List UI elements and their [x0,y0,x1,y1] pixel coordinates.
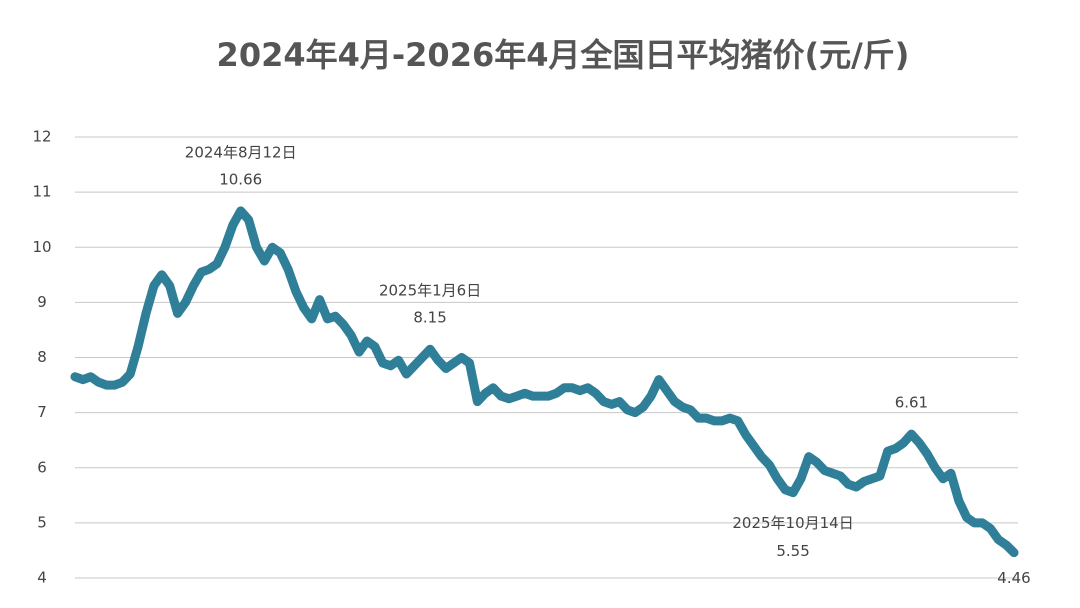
y-tick-label: 8 [37,348,47,366]
annotation-label: 2025年1月6日 [379,282,481,300]
y-tick-label: 11 [32,183,51,201]
annotation-value: 6.61 [895,394,928,412]
annotation-label: 2025年10月14日 [732,514,853,532]
y-tick-label: 12 [32,128,51,146]
annotation-value: 4.46 [997,569,1030,587]
y-tick-label: 5 [37,513,47,531]
y-tick-label: 7 [37,403,47,421]
y-tick-label: 6 [37,458,47,476]
y-tick-label: 9 [37,293,47,311]
annotation-value: 5.55 [776,542,809,560]
y-tick-label: 4 [37,569,47,587]
chart-title: 2024年4月-2026年4月全国日平均猪价(元/斤) [217,36,910,74]
price-line [70,206,1019,558]
annotation-value: 10.66 [219,170,262,188]
annotation-value: 8.15 [413,309,446,327]
y-tick-label: 10 [32,238,51,256]
annotation-label: 2024年8月12日 [185,143,297,161]
